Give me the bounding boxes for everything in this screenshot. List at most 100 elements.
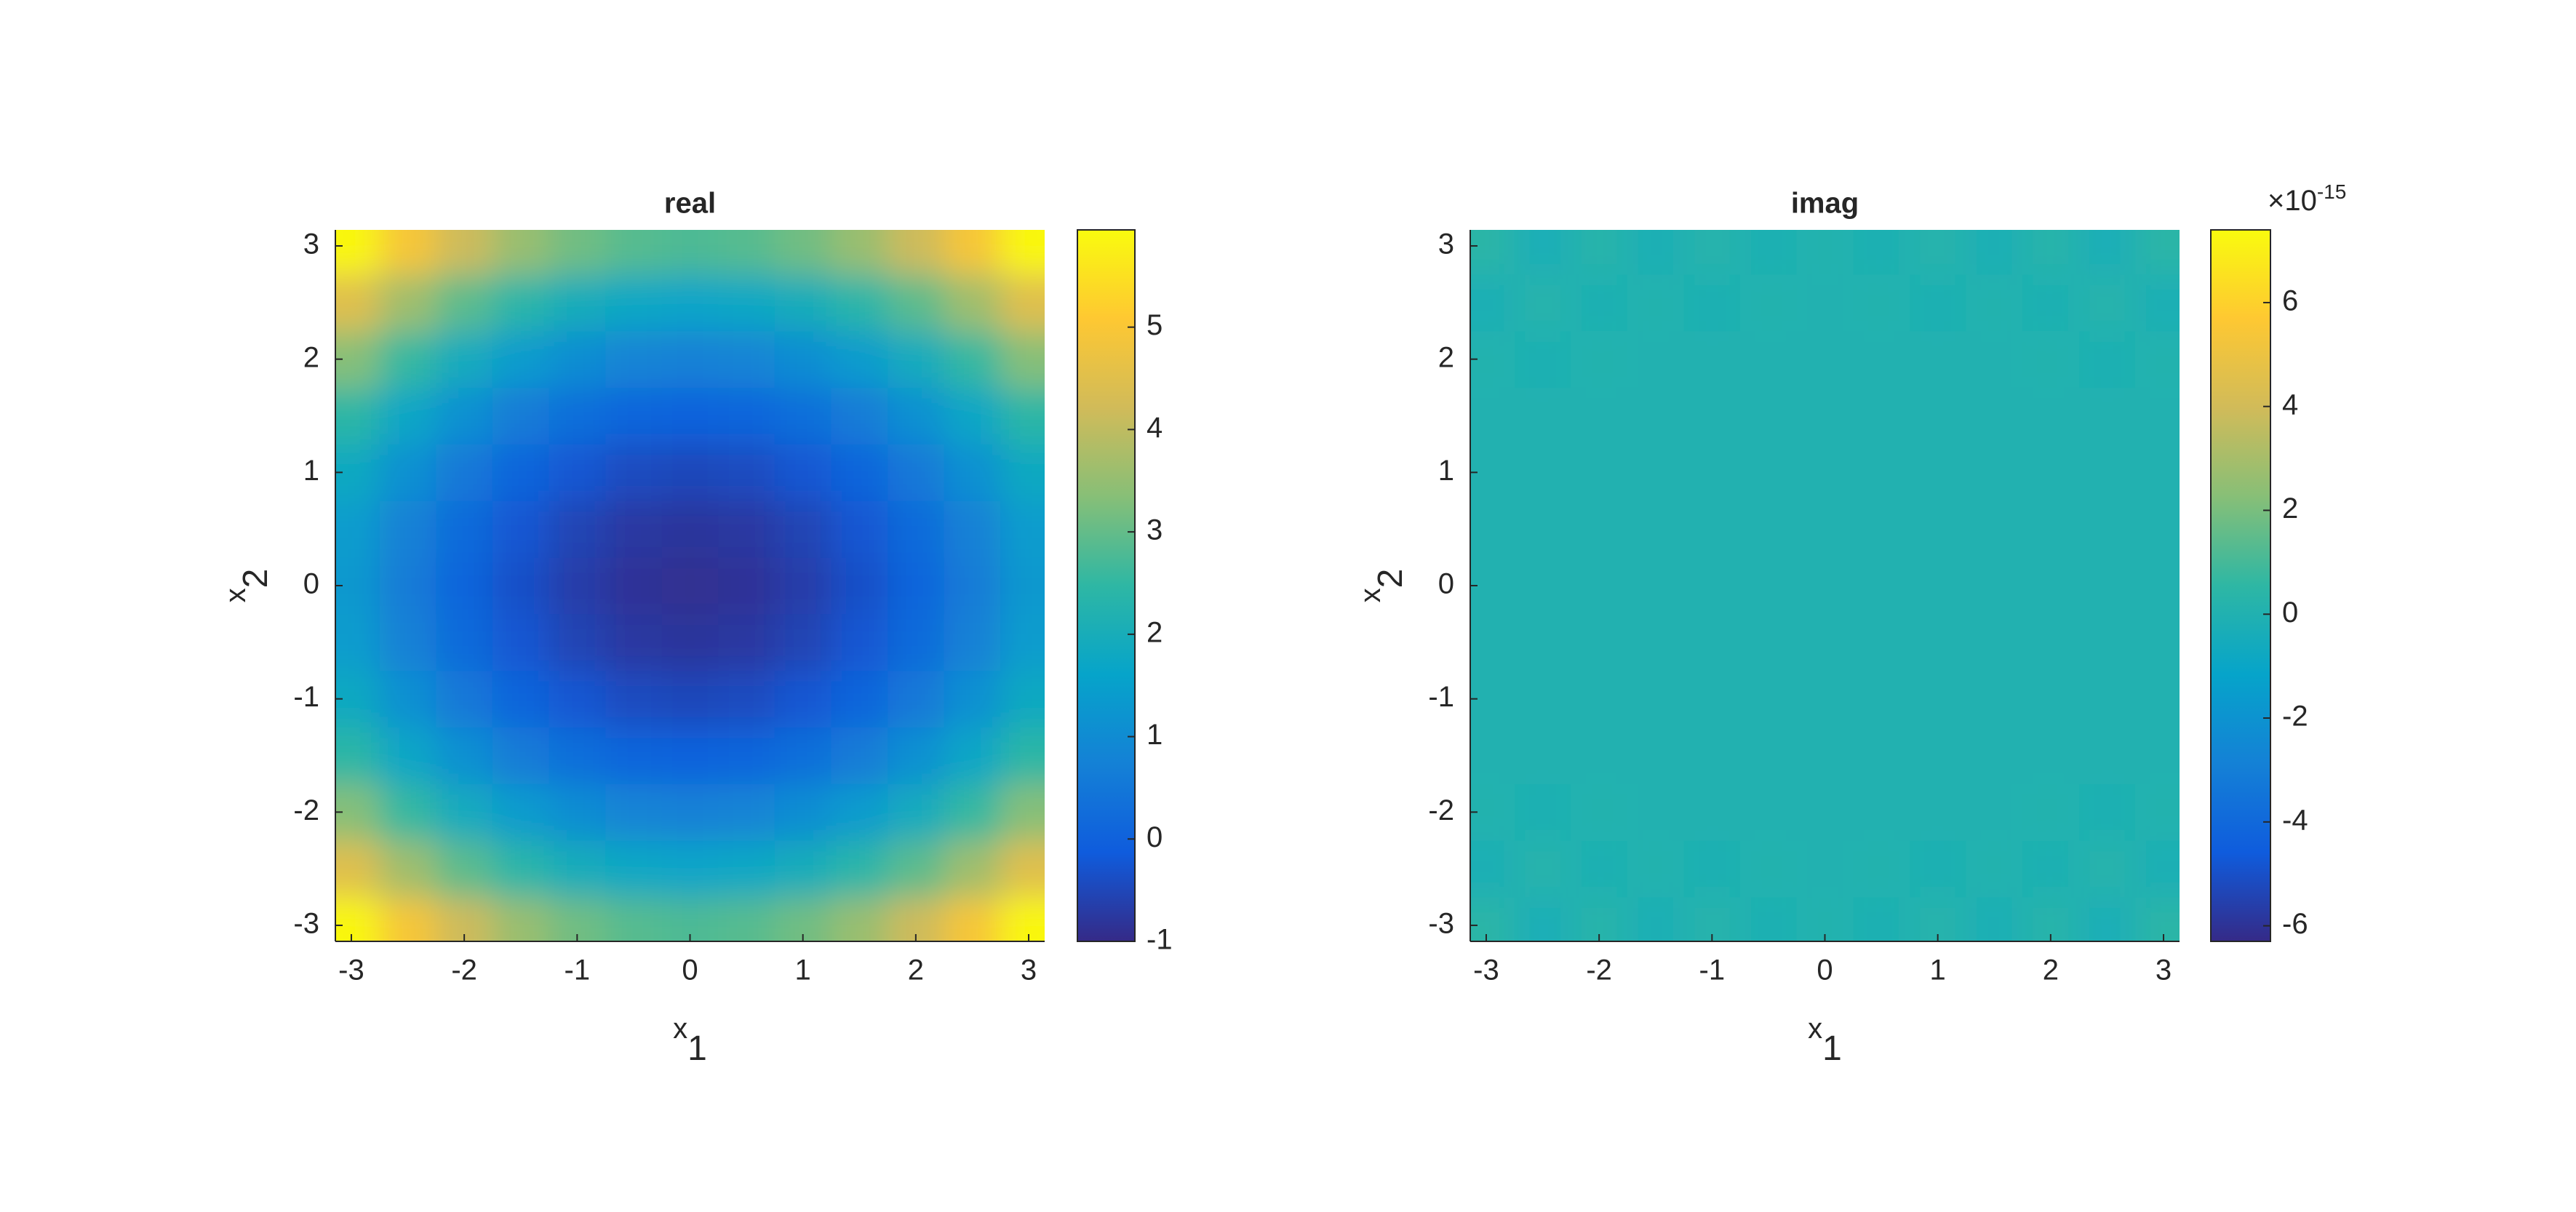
heatmap-cell bbox=[436, 840, 493, 898]
heatmap-cell bbox=[1909, 387, 1966, 444]
heatmap-cell bbox=[492, 784, 550, 841]
heatmap-cell bbox=[1000, 557, 1045, 615]
heatmap-cell bbox=[1470, 330, 1515, 388]
heatmap-cell bbox=[831, 330, 888, 388]
heatmap-cell bbox=[1966, 670, 2023, 728]
heatmap-cell bbox=[1796, 501, 1854, 558]
heatmap-cell bbox=[1740, 444, 1798, 501]
heatmap-cell bbox=[1627, 557, 1685, 615]
heatmap-cell bbox=[335, 557, 380, 615]
y-tick-label: 2 bbox=[303, 341, 319, 373]
heatmap-cell bbox=[888, 444, 945, 501]
x-tick-label: 3 bbox=[2156, 954, 2172, 986]
y-tick-label: -3 bbox=[293, 908, 319, 940]
heatmap-cell bbox=[335, 387, 380, 444]
colorbar-tick-label: 4 bbox=[1147, 412, 1163, 444]
heatmap-cell bbox=[1796, 840, 1854, 898]
heatmap-cell bbox=[335, 230, 380, 275]
heatmap-cell bbox=[831, 784, 888, 841]
colorbar-tick-label: 1 bbox=[1147, 719, 1163, 751]
heatmap-cell bbox=[1740, 727, 1798, 784]
heatmap-cell bbox=[1470, 387, 1515, 444]
heatmap-cell bbox=[1000, 613, 1045, 671]
heatmap-cell bbox=[888, 557, 945, 615]
heatmap-cell bbox=[1627, 897, 1685, 941]
colorbar-tick-label: -2 bbox=[2282, 701, 2308, 733]
heatmap-cell bbox=[718, 387, 775, 444]
heatmap-cell bbox=[1514, 444, 1571, 501]
heatmap-cell bbox=[1514, 501, 1571, 558]
heatmap-cell bbox=[1740, 501, 1798, 558]
heatmap-cell bbox=[1627, 727, 1685, 784]
heatmap-cell bbox=[605, 330, 663, 388]
colorbar-tick-label: -4 bbox=[2282, 804, 2308, 836]
heatmap-cell bbox=[1000, 230, 1045, 275]
heatmap-cell bbox=[1470, 557, 1515, 615]
heatmap-cell bbox=[335, 501, 380, 558]
heatmap-cell bbox=[2078, 670, 2136, 728]
heatmap-cell bbox=[2078, 897, 2136, 941]
heatmap-cell bbox=[379, 897, 436, 941]
x-tick-label: 1 bbox=[1930, 954, 1946, 986]
heatmap-cell bbox=[2135, 444, 2180, 501]
heatmap-cell bbox=[661, 444, 719, 501]
heatmap-cell bbox=[1966, 444, 2023, 501]
heatmap-cell bbox=[718, 840, 775, 898]
heatmap-cell bbox=[718, 727, 775, 784]
heatmap-cell bbox=[1796, 274, 1854, 332]
heatmap-cell bbox=[492, 444, 550, 501]
heatmap-cell bbox=[549, 387, 606, 444]
heatmap-cell bbox=[831, 274, 888, 332]
heatmap-cell bbox=[1470, 897, 1515, 941]
heatmap-cell bbox=[661, 670, 719, 728]
heatmap-cell bbox=[379, 387, 436, 444]
heatmap-cell bbox=[718, 230, 775, 275]
x-axis-label: x1 bbox=[673, 1013, 707, 1068]
heatmap-cell bbox=[718, 784, 775, 841]
heatmap-cell bbox=[379, 784, 436, 841]
heatmap-cell bbox=[492, 387, 550, 444]
heatmap-cell bbox=[335, 613, 380, 671]
heatmap-cell bbox=[661, 784, 719, 841]
x-axis-label: x1 bbox=[1808, 1013, 1842, 1068]
x-tick-label: -2 bbox=[451, 954, 477, 986]
x-tick-label: -2 bbox=[1586, 954, 1612, 986]
x-tick-label: 2 bbox=[908, 954, 924, 986]
heatmap-cell bbox=[944, 897, 1001, 941]
heatmap-cell bbox=[605, 670, 663, 728]
heatmap-cell bbox=[831, 387, 888, 444]
heatmap-cell bbox=[944, 330, 1001, 388]
heatmap-cell bbox=[436, 670, 493, 728]
colorbar-tick-label: 5 bbox=[1147, 309, 1163, 341]
heatmap-cell bbox=[436, 230, 493, 275]
heatmap-cell bbox=[1000, 444, 1045, 501]
heatmap-cell bbox=[944, 727, 1001, 784]
y-tick-label: 3 bbox=[1438, 228, 1454, 260]
heatmap-cell bbox=[335, 330, 380, 388]
heatmap-cell bbox=[1571, 274, 1628, 332]
heatmap-cell bbox=[1909, 670, 1966, 728]
heatmap-cell bbox=[888, 387, 945, 444]
heatmap-cell bbox=[1796, 613, 1854, 671]
heatmap-cell bbox=[549, 897, 606, 941]
heatmap-cell bbox=[379, 444, 436, 501]
heatmap-cell bbox=[774, 230, 832, 275]
heatmap-cell bbox=[1470, 613, 1515, 671]
heatmap-cell bbox=[335, 897, 380, 941]
heatmap-cell bbox=[1966, 840, 2023, 898]
heatmap-cell bbox=[2022, 501, 2080, 558]
heatmap-cell bbox=[1470, 840, 1515, 898]
heatmap-cell bbox=[492, 897, 550, 941]
heatmap-cell bbox=[1683, 274, 1741, 332]
heatmap-cell bbox=[605, 613, 663, 671]
heatmap-cell bbox=[1470, 444, 1515, 501]
heatmap-cell bbox=[944, 613, 1001, 671]
heatmap-cell bbox=[436, 274, 493, 332]
heatmap-cell bbox=[605, 557, 663, 615]
y-tick-label: -1 bbox=[293, 681, 319, 713]
heatmap-cell bbox=[2078, 274, 2136, 332]
y-axis-label-sub: 2 bbox=[1371, 569, 1410, 589]
heatmap-cell bbox=[436, 897, 493, 941]
heatmap-cell bbox=[2022, 330, 2080, 388]
heatmap-cell bbox=[1571, 784, 1628, 841]
